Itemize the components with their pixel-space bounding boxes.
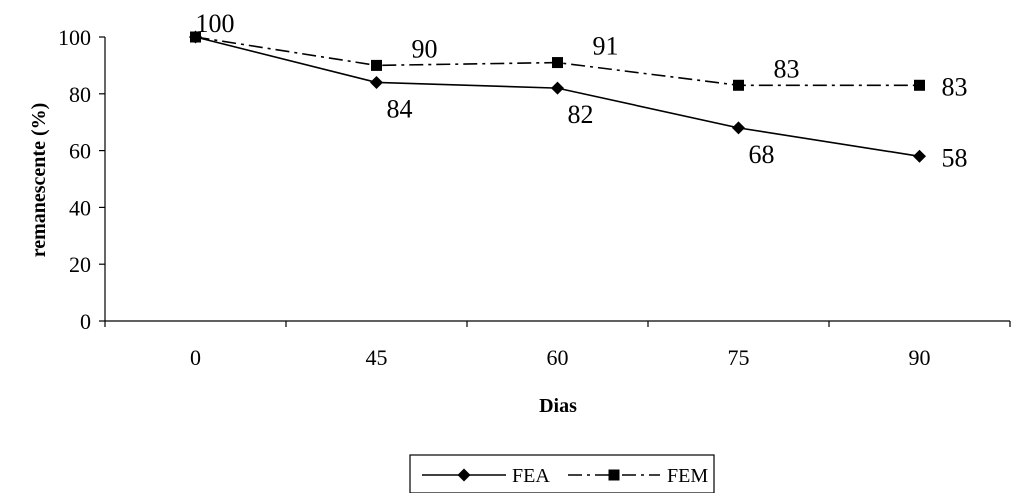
legend-label-fem: FEM [667, 465, 708, 487]
data-label-fea: 84 [387, 94, 413, 123]
series-layer [189, 30, 926, 163]
y-axis-title: remanescente (%) [28, 103, 50, 258]
data-point-fem [552, 57, 563, 69]
data-point-fea [732, 121, 745, 135]
x-tick-label: 45 [366, 345, 388, 370]
data-point-fea [551, 81, 564, 95]
data-label-fem: 83 [774, 54, 800, 83]
y-tick-label: 100 [58, 25, 91, 50]
data-label-fea: 68 [749, 140, 775, 169]
data-point-fea [370, 75, 383, 89]
data-point-fem [733, 79, 744, 91]
data-label-fem: 83 [942, 72, 968, 101]
x-tick-label: 60 [547, 345, 569, 370]
x-axis: 0 45 60 75 90 [104, 320, 1011, 370]
data-label-fem: 100 [196, 9, 235, 38]
data-point-fem [914, 79, 925, 91]
data-label-fem: 90 [412, 34, 438, 63]
series-line-fea [195, 36, 920, 158]
y-tick-label: 20 [69, 252, 91, 277]
legend-box [409, 454, 715, 493]
y-tick-label: 60 [69, 139, 91, 164]
x-tick-label: 75 [728, 345, 750, 370]
x-tick-label: 90 [909, 345, 931, 370]
data-point-fem [190, 31, 201, 43]
legend-marker-fea [457, 468, 471, 482]
data-point-fea [913, 149, 926, 163]
y-axis: 0 20 40 60 80 100 [58, 25, 106, 334]
y-tick-label: 40 [69, 195, 91, 220]
legend-label-fea: FEA [512, 465, 550, 487]
data-labels: 84 82 68 58 100 90 91 83 83 [196, 9, 968, 172]
data-point-fem [371, 59, 382, 71]
legend: FEA FEM [409, 454, 715, 493]
x-tick-label: 0 [190, 345, 201, 370]
y-tick-label: 0 [80, 309, 91, 334]
y-tick-label: 80 [69, 82, 91, 107]
x-axis-title: Dias [539, 395, 577, 417]
legend-marker-fem [608, 469, 620, 481]
data-label-fea: 58 [942, 143, 968, 172]
data-label-fea: 82 [568, 100, 594, 129]
data-label-fem: 91 [593, 32, 619, 61]
